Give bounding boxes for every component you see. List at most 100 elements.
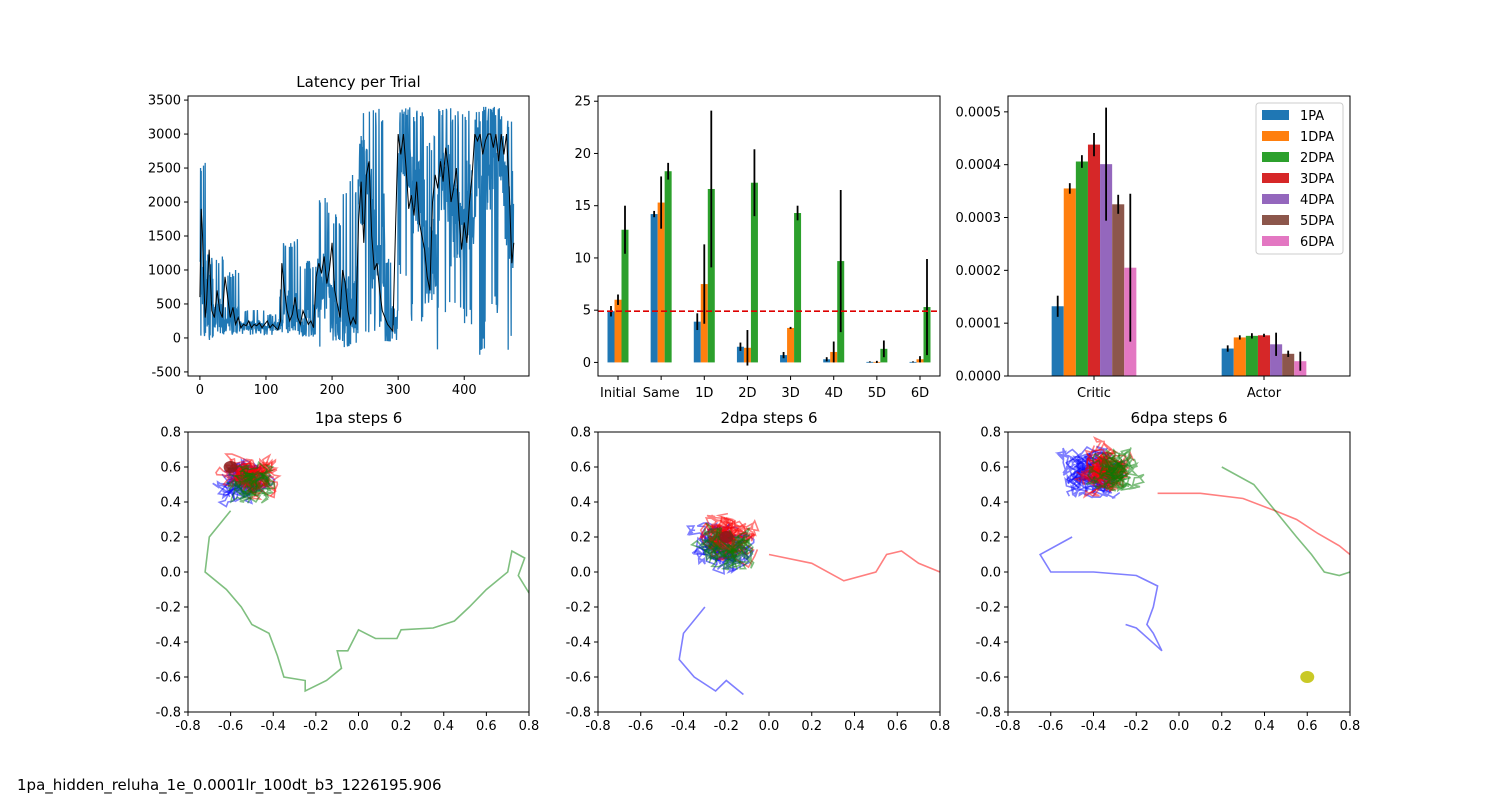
- legend: 1PA 1DPA 2DPA 3DPA 4DPA 5DPA 6DPA: [1255, 102, 1344, 255]
- x-tick-label: 0.6: [1297, 719, 1318, 734]
- category-label: 1D: [695, 386, 713, 401]
- y-tick-label: -0.8: [976, 706, 1001, 721]
- y-tick-label: 0.2: [980, 531, 1001, 546]
- trajectory-panel-2dpa: -0.8 -0.6 -0.4 -0.2 0.0 0.2 0.4 0.6 0.8 -0.8 -0.6 -…: [566, 409, 951, 734]
- x-tick-label: 0: [196, 383, 204, 398]
- bar: [693, 321, 701, 363]
- x-tick-label: -0.6: [218, 719, 243, 734]
- x-tick-label: -0.4: [261, 719, 286, 734]
- axes-frame: [597, 431, 941, 713]
- bar: [1257, 335, 1271, 376]
- y-tick-label: -500: [151, 365, 181, 380]
- trajectory-path: [718, 533, 755, 571]
- category-label: 4D: [825, 386, 843, 401]
- legend-swatch: [1262, 194, 1289, 204]
- x-tick-label: 0.6: [887, 719, 908, 734]
- bar: [707, 188, 715, 363]
- y-tick-label: 0.2: [160, 531, 181, 546]
- x-tick-label: 0.6: [476, 719, 497, 734]
- y-tick-label: 0.0: [570, 566, 591, 581]
- bar: [1063, 188, 1076, 376]
- trajectory-layer: [678, 512, 940, 696]
- x-tick-label: 0.4: [1254, 719, 1275, 734]
- y-tick-label: 1000: [148, 263, 181, 278]
- category-label: Initial: [600, 386, 636, 401]
- x-tick-label: 100: [254, 383, 279, 398]
- trajectory-path: [233, 468, 275, 503]
- category-label: Same: [643, 386, 680, 401]
- axes-frame: [1007, 95, 1351, 377]
- y-tick-label: -0.4: [156, 636, 181, 651]
- y-tick-label: -0.8: [156, 706, 181, 721]
- axes-title: 6dpa steps 6: [1130, 409, 1227, 427]
- y-tick-label: 0.2: [570, 531, 591, 546]
- y-tick-label: -0.6: [976, 671, 1001, 686]
- goal-marker: [1300, 671, 1315, 683]
- trajectory-path: [226, 460, 276, 504]
- legend-swatch: [1262, 215, 1289, 225]
- y-tick-label: 2500: [148, 162, 181, 177]
- axes-title: 1pa steps 6: [315, 409, 403, 427]
- y-tick-label: 0.4: [980, 496, 1001, 511]
- bar: [607, 311, 615, 363]
- bar: [1112, 204, 1125, 376]
- bar: [664, 171, 672, 363]
- y-tick-label: 0.4: [160, 496, 181, 511]
- legend-label: 5DPA: [1300, 214, 1334, 229]
- x-tick-label: 0.0: [1169, 719, 1190, 734]
- x-tick-label: 300: [386, 383, 411, 398]
- bar: [1221, 348, 1234, 376]
- y-tick-label: 0.0001: [956, 317, 1002, 332]
- bar: [750, 182, 758, 363]
- y-tick-label: 5: [583, 304, 591, 319]
- y-tick-label: 0.4: [570, 496, 591, 511]
- bar: [657, 202, 665, 363]
- y-tick-label: 1500: [148, 230, 181, 245]
- y-tick-label: 0.6: [980, 461, 1001, 476]
- x-tick-label: 0.0: [348, 719, 369, 734]
- legend-label: 4DPA: [1300, 193, 1334, 208]
- y-tick-label: 0.0: [980, 566, 1001, 581]
- y-tick-label: -0.6: [156, 671, 181, 686]
- critic-actor-panel: Critic Actor 0.0000 0.0001 0.0002 0.0003 0.000…: [956, 95, 1351, 401]
- trajectory-excursion: [1157, 492, 1350, 556]
- smoothed-latency-line: [199, 133, 515, 333]
- bar: [614, 299, 622, 363]
- x-tick-label: 0.8: [1340, 719, 1361, 734]
- y-tick-label: -0.2: [156, 601, 181, 616]
- y-tick-label: -0.4: [566, 636, 591, 651]
- x-tick-label: -0.4: [1081, 719, 1106, 734]
- footer-run-name: 1pa_hidden_reluha_1e_0.0001lr_100dt_b3_1…: [17, 776, 442, 794]
- bar: [1282, 353, 1295, 376]
- category-label: Actor: [1247, 386, 1282, 401]
- axes-title: Latency per Trial: [296, 73, 420, 91]
- trajectory-layer: [1038, 436, 1350, 683]
- y-tick-label: 0: [173, 331, 181, 346]
- x-tick-label: -0.2: [1124, 719, 1149, 734]
- axes-frame: [597, 95, 941, 377]
- legend-label: 1DPA: [1300, 130, 1334, 145]
- x-tick-label: 0.2: [801, 719, 822, 734]
- bar: [650, 214, 658, 363]
- x-tick-label: 0.0: [759, 719, 780, 734]
- x-tick-label: 0.4: [844, 719, 865, 734]
- legend-swatch: [1262, 173, 1289, 183]
- x-tick-label: 0.8: [930, 719, 951, 734]
- y-tick-label: 0: [583, 356, 591, 371]
- x-tick-label: -0.6: [628, 719, 653, 734]
- legend-swatch: [1262, 131, 1289, 141]
- legend-swatch: [1262, 236, 1289, 246]
- y-tick-label: 0.8: [570, 426, 591, 441]
- bar: [621, 229, 629, 363]
- y-tick-label: 0.8: [160, 426, 181, 441]
- trajectory-excursion: [204, 510, 529, 693]
- y-tick-label: 0.0002: [956, 264, 1002, 279]
- y-tick-label: 0.0000: [956, 370, 1002, 385]
- legend-swatch: [1262, 110, 1289, 120]
- y-tick-label: 0.6: [570, 461, 591, 476]
- trajectory-panel-1pa: -0.8 -0.6 -0.4 -0.2 0.0 0.2 0.4 0.6 0.8 -0.8 -0.6 -…: [156, 409, 540, 734]
- legend-swatch: [1262, 152, 1289, 162]
- axes-title: 2dpa steps 6: [720, 409, 817, 427]
- goal-marker: [223, 461, 238, 473]
